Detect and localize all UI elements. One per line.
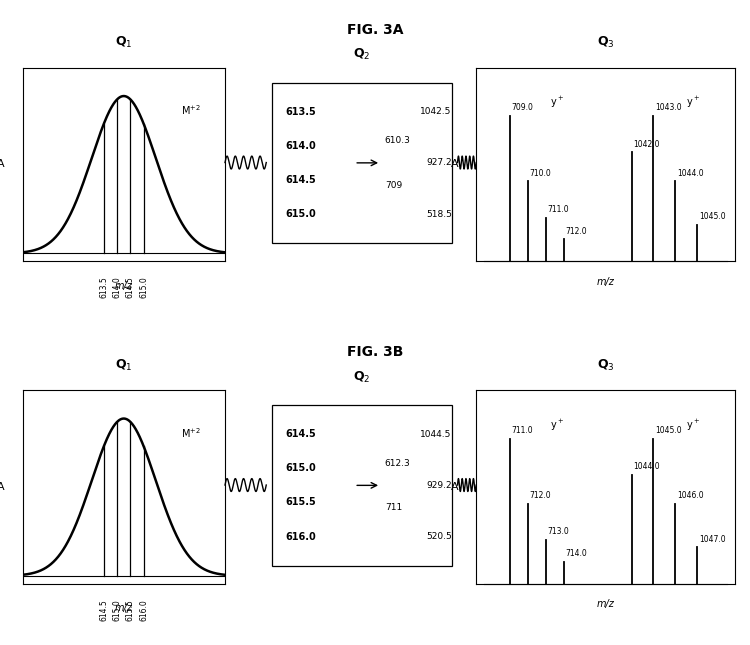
- Text: 612.3: 612.3: [385, 459, 410, 468]
- Text: 1043.0: 1043.0: [655, 103, 682, 112]
- Text: FIG. 3B: FIG. 3B: [346, 345, 404, 359]
- Text: 615.0: 615.0: [285, 209, 316, 219]
- Text: M$^{+2}$: M$^{+2}$: [181, 103, 200, 117]
- FancyBboxPatch shape: [272, 405, 452, 566]
- Text: 613.5: 613.5: [285, 106, 316, 117]
- Text: 520.5: 520.5: [426, 532, 451, 541]
- Text: FIG. 3A: FIG. 3A: [346, 23, 404, 37]
- Text: 614.5: 614.5: [126, 277, 135, 299]
- Text: Q$_1$: Q$_1$: [115, 358, 133, 373]
- Text: 712.0: 712.0: [566, 226, 587, 235]
- Text: 615.0: 615.0: [140, 277, 148, 299]
- Text: 615.0: 615.0: [285, 463, 316, 473]
- Text: Q$_1$: Q$_1$: [115, 35, 133, 50]
- Text: 1047.0: 1047.0: [699, 535, 725, 544]
- Text: Q$_2$: Q$_2$: [353, 370, 370, 384]
- Text: y$^+$: y$^+$: [686, 418, 700, 433]
- Text: 616.0: 616.0: [285, 531, 316, 542]
- Text: Q$_3$: Q$_3$: [597, 358, 614, 373]
- Text: y$^+$: y$^+$: [686, 95, 700, 110]
- Text: 927.2: 927.2: [426, 159, 451, 167]
- Text: 1044.0: 1044.0: [676, 168, 703, 177]
- Text: 615.0: 615.0: [112, 599, 122, 621]
- Text: 616.0: 616.0: [140, 599, 148, 621]
- Text: 711: 711: [385, 503, 402, 512]
- Text: 610.3: 610.3: [385, 136, 411, 145]
- Text: 709.0: 709.0: [512, 103, 533, 112]
- Text: 1045.0: 1045.0: [655, 426, 682, 435]
- Text: Q$_3$: Q$_3$: [597, 35, 614, 50]
- Text: m/z: m/z: [115, 281, 133, 291]
- Text: 1046.0: 1046.0: [676, 491, 703, 500]
- Text: 615.5: 615.5: [285, 497, 316, 508]
- Text: y$^+$: y$^+$: [550, 418, 564, 433]
- Text: 712.0: 712.0: [530, 491, 551, 500]
- Text: 1044.5: 1044.5: [421, 430, 452, 439]
- Text: m/z: m/z: [115, 603, 133, 613]
- Text: Q$_2$: Q$_2$: [353, 47, 370, 62]
- Text: 709: 709: [385, 181, 402, 190]
- Text: 1044.0: 1044.0: [633, 462, 659, 471]
- Text: A: A: [451, 482, 458, 492]
- Text: 614.5: 614.5: [285, 175, 316, 185]
- Text: A: A: [451, 159, 458, 170]
- Text: 1042.5: 1042.5: [421, 107, 452, 116]
- Text: 1042.0: 1042.0: [633, 139, 659, 148]
- Text: 710.0: 710.0: [530, 168, 551, 177]
- Text: 614.0: 614.0: [285, 141, 316, 151]
- Text: 929.2: 929.2: [426, 481, 451, 490]
- Text: y$^+$: y$^+$: [550, 95, 564, 110]
- Text: 711.0: 711.0: [548, 205, 569, 214]
- Text: 614.5: 614.5: [99, 599, 108, 621]
- Text: m/z: m/z: [597, 599, 614, 610]
- Text: 713.0: 713.0: [548, 528, 569, 537]
- Text: 1045.0: 1045.0: [699, 212, 725, 221]
- FancyBboxPatch shape: [272, 83, 452, 243]
- Text: A: A: [0, 482, 4, 492]
- Text: 613.5: 613.5: [99, 277, 108, 299]
- Text: 615.5: 615.5: [126, 599, 135, 621]
- Text: A: A: [0, 159, 4, 170]
- Text: 518.5: 518.5: [426, 210, 451, 219]
- Text: M$^{+2}$: M$^{+2}$: [181, 426, 200, 440]
- Text: 714.0: 714.0: [566, 549, 587, 558]
- Text: m/z: m/z: [597, 277, 614, 287]
- Text: 614.0: 614.0: [112, 277, 122, 299]
- Text: 614.5: 614.5: [285, 429, 316, 439]
- Text: 711.0: 711.0: [512, 426, 532, 435]
